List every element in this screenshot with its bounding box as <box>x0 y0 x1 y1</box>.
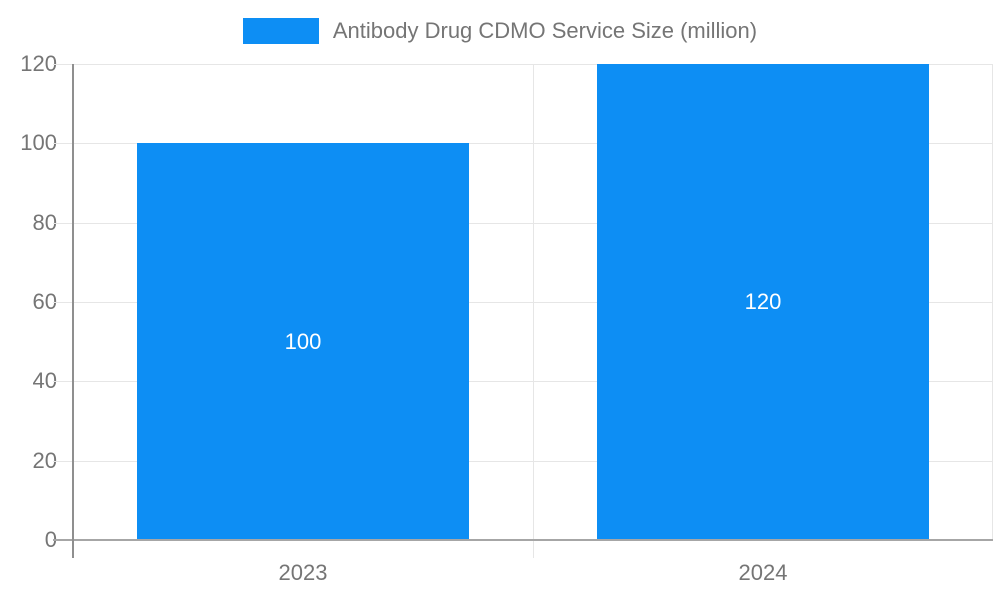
category-divider <box>533 64 534 558</box>
gridline <box>53 143 993 145</box>
y-tick-label: 20 <box>32 447 57 473</box>
bar-2024[interactable] <box>597 64 929 540</box>
gridline <box>53 381 993 383</box>
x-axis-baseline <box>53 539 993 541</box>
plot-right-border <box>992 64 993 540</box>
gridline <box>53 64 993 65</box>
gridline <box>53 222 993 224</box>
y-tick-label: 80 <box>32 209 57 235</box>
plot-area: 0 20 40 60 80 100 120 100 2023 120 2024 <box>20 51 993 585</box>
y-tick-label: 0 <box>44 527 57 552</box>
y-tick-label: 120 <box>20 51 57 76</box>
y-tick-label: 100 <box>20 130 57 156</box>
x-tick-label: 2023 <box>278 560 328 585</box>
bar-2023[interactable] <box>137 143 469 540</box>
gridline <box>53 302 993 303</box>
y-tick-label: 60 <box>32 289 57 314</box>
y-axis-line <box>72 64 74 558</box>
y-tick-label: 40 <box>32 368 57 394</box>
legend: Antibody Drug CDMO Service Size (million… <box>0 18 1000 44</box>
legend-label: Antibody Drug CDMO Service Size (million… <box>332 18 758 43</box>
legend-swatch <box>242 18 319 44</box>
x-tick-label: 2024 <box>738 560 788 585</box>
gridline <box>53 460 993 462</box>
